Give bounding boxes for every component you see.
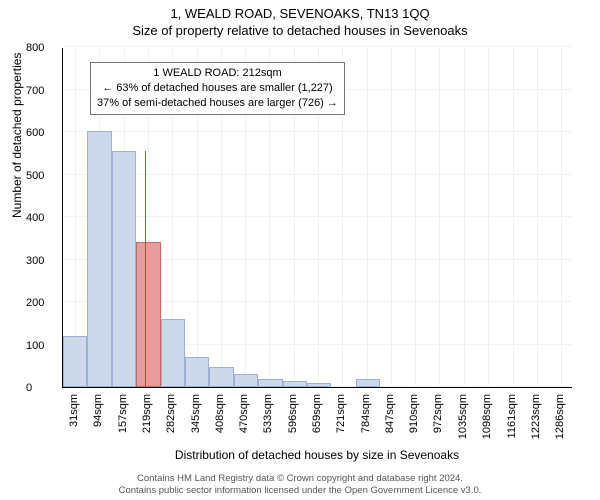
- y-tick-label: 400: [26, 212, 56, 224]
- x-tick-label: 1035sqm: [457, 394, 469, 439]
- histogram-bar: [356, 379, 380, 387]
- annotation-line2: ← 63% of detached houses are smaller (1,…: [97, 81, 338, 96]
- y-tick-label: 0: [26, 382, 56, 394]
- gridline-vertical: [391, 48, 392, 387]
- x-tick-label: 784sqm: [360, 394, 372, 433]
- x-tick-label: 1161sqm: [506, 394, 518, 438]
- x-tick-label: 847sqm: [384, 394, 396, 433]
- y-tick-label: 500: [26, 170, 56, 182]
- gridline-vertical: [439, 48, 440, 387]
- x-tick-label: 31sqm: [68, 394, 80, 427]
- x-tick-label: 345sqm: [190, 394, 202, 433]
- histogram-bar: [161, 319, 185, 387]
- chart-header: 1, WEALD ROAD, SEVENOAKS, TN13 1QQ Size …: [0, 0, 600, 40]
- histogram-bar: [185, 357, 209, 387]
- footer-line1: Contains HM Land Registry data © Crown c…: [0, 473, 600, 484]
- gridline-vertical: [488, 48, 489, 387]
- x-tick-label: 408sqm: [214, 394, 226, 433]
- y-tick-label: 600: [26, 127, 56, 139]
- histogram-bar: [307, 383, 331, 387]
- x-tick-label: 721sqm: [335, 394, 347, 433]
- y-tick-label: 300: [26, 255, 56, 267]
- histogram-bar: [63, 336, 87, 387]
- x-tick-label: 282sqm: [165, 394, 177, 433]
- gridline-horizontal: [63, 46, 572, 47]
- annotation-line1: 1 WEALD ROAD: 212sqm: [97, 66, 338, 81]
- gridline-vertical: [415, 48, 416, 387]
- gridline-vertical: [513, 48, 514, 387]
- x-tick-label: 533sqm: [262, 394, 274, 433]
- annotation-line3: 37% of semi-detached houses are larger (…: [97, 96, 338, 111]
- x-tick-label: 157sqm: [117, 394, 129, 433]
- y-tick-label: 200: [26, 297, 56, 309]
- x-tick-label: 659sqm: [311, 394, 323, 433]
- x-tick-label: 94sqm: [92, 394, 104, 427]
- gridline-vertical: [537, 48, 538, 387]
- title-main: 1, WEALD ROAD, SEVENOAKS, TN13 1QQ: [0, 6, 600, 21]
- y-tick-label: 800: [26, 42, 56, 54]
- y-tick-label: 100: [26, 340, 56, 352]
- footer: Contains HM Land Registry data © Crown c…: [0, 473, 600, 496]
- x-tick-label: 972sqm: [432, 394, 444, 433]
- x-tick-label: 596sqm: [287, 394, 299, 433]
- x-tick-label: 219sqm: [141, 394, 153, 433]
- histogram-bar: [87, 131, 111, 387]
- histogram-bar: [258, 379, 282, 387]
- x-tick-label: 1286sqm: [554, 394, 566, 439]
- marker-line: [145, 151, 146, 387]
- histogram-bar-highlight: [136, 242, 160, 387]
- histogram-bar: [234, 374, 258, 387]
- x-tick-label: 910sqm: [408, 394, 420, 433]
- annotation-box: 1 WEALD ROAD: 212sqm ← 63% of detached h…: [90, 62, 345, 115]
- x-tick-label: 1098sqm: [481, 394, 493, 439]
- x-axis-label: Distribution of detached houses by size …: [62, 448, 572, 462]
- histogram-bar: [283, 381, 307, 387]
- histogram-bar: [209, 367, 233, 387]
- gridline-vertical: [464, 48, 465, 387]
- title-sub: Size of property relative to detached ho…: [0, 23, 600, 38]
- x-tick-label: 1223sqm: [530, 394, 542, 439]
- gridline-vertical: [561, 48, 562, 387]
- footer-line2: Contains public sector information licen…: [0, 485, 600, 496]
- histogram-bar: [112, 151, 136, 387]
- y-tick-label: 700: [26, 85, 56, 97]
- gridline-vertical: [367, 48, 368, 387]
- y-axis-label: Number of detached properties: [10, 53, 24, 218]
- x-tick-label: 470sqm: [238, 394, 250, 433]
